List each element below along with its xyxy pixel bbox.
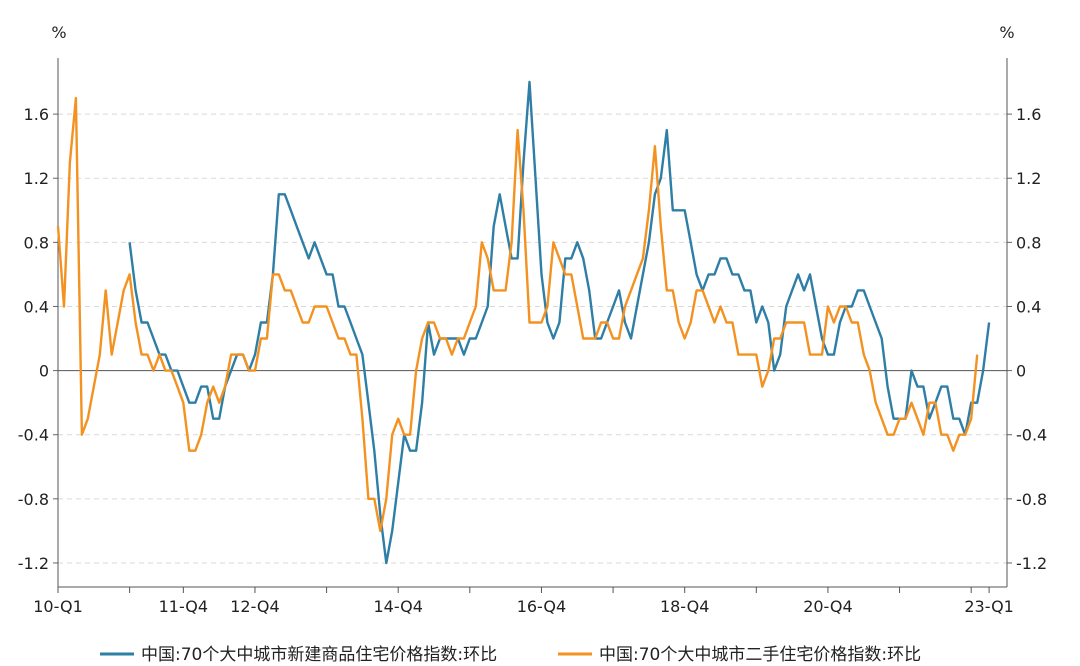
x-tick-label: 14-Q4	[373, 597, 423, 616]
y-tick-label-left: 0	[39, 362, 49, 381]
y-tick-label-right: 0	[1016, 362, 1026, 381]
legend: 中国:70个大中城市新建商品住宅价格指数:环比 中国:70个大中城市二手住宅价格…	[100, 645, 921, 665]
y-tick-label-right: 0.4	[1016, 297, 1041, 316]
series-line-new-homes	[128, 80, 991, 565]
y-tick-label-right: -1.2	[1016, 554, 1047, 573]
series-lines	[56, 80, 991, 565]
y-tick-label-right: -0.8	[1016, 490, 1047, 509]
series-line-resale-homes	[56, 96, 979, 533]
legend-label-resale-homes: 中国:70个大中城市二手住宅价格指数:环比	[599, 645, 921, 665]
x-tick-label: 20-Q4	[803, 597, 853, 616]
y-tick-label-left: 1.2	[24, 169, 49, 188]
y-tick-label-left: -0.4	[18, 426, 49, 445]
y-tick-label-left: 0.4	[24, 297, 49, 316]
gridlines	[58, 113, 1007, 564]
y-axis-unit-right: %	[999, 23, 1014, 42]
x-tick-label: 10-Q1	[33, 597, 83, 616]
y-tick-label-left: 1.6	[24, 105, 49, 124]
x-tick-label: 12-Q4	[230, 597, 280, 616]
y-axis-unit-left: %	[51, 23, 66, 42]
axes: -1.2 -1.2 -0.8 -0.8 -0.4 -0.4 0 0 0.4 0.4 0.8 0.8 1.…	[18, 58, 1047, 616]
y-tick-label-left: -0.8	[18, 490, 49, 509]
y-tick-label-right: -0.4	[1016, 426, 1047, 445]
y-tick-label-left: 0.8	[24, 233, 49, 252]
x-tick-label: 11-Q4	[159, 597, 209, 616]
y-tick-label-right: 1.6	[1016, 105, 1041, 124]
y-tick-label-right: 0.8	[1016, 233, 1041, 252]
y-tick-label-right: 1.2	[1016, 169, 1041, 188]
x-tick-label: 16-Q4	[517, 597, 567, 616]
x-tick-label: 23-Q1	[964, 597, 1014, 616]
y-tick-label-left: -1.2	[18, 554, 49, 573]
legend-label-new-homes: 中国:70个大中城市新建商品住宅价格指数:环比	[141, 645, 497, 665]
x-tick-label: 18-Q4	[660, 597, 710, 616]
